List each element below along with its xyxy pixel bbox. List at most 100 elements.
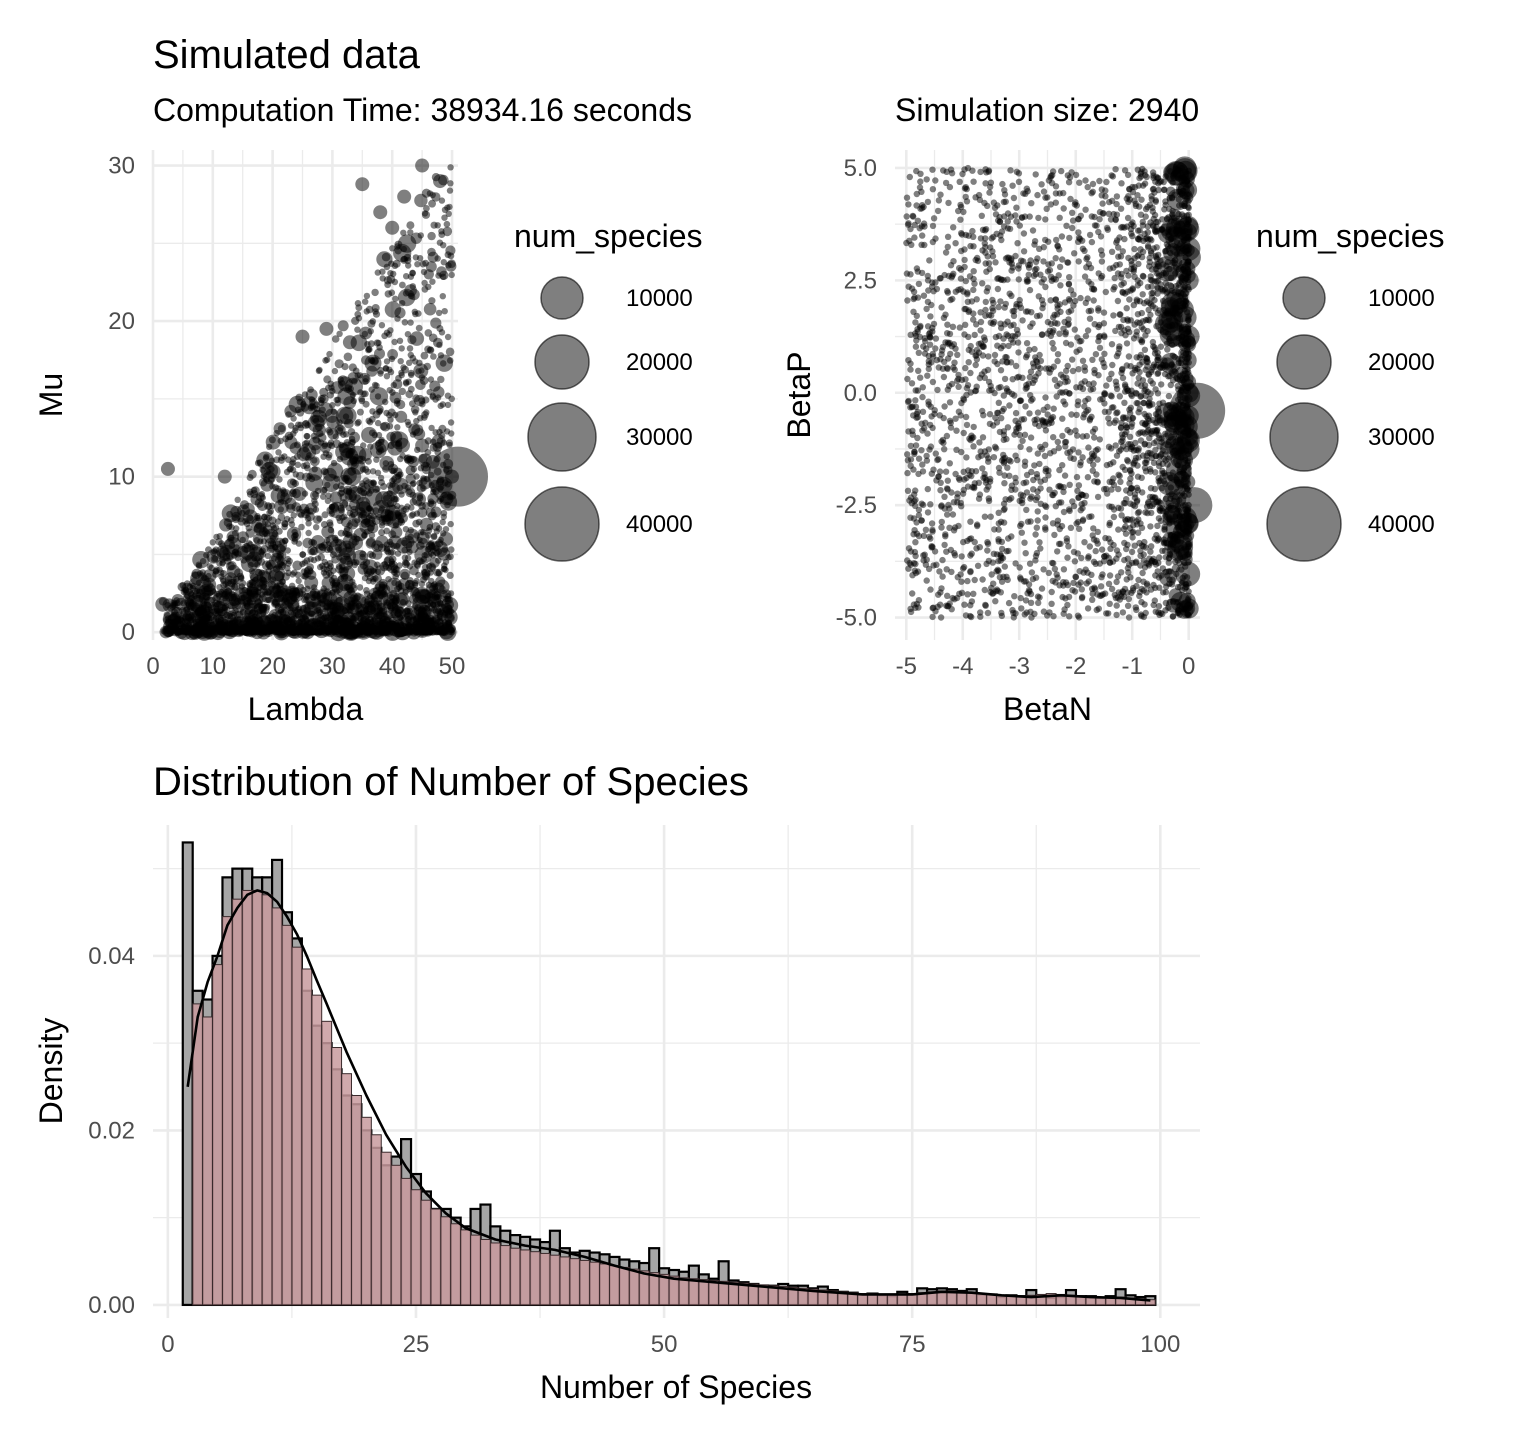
data-point	[268, 436, 276, 444]
data-point	[409, 269, 416, 276]
data-point	[909, 212, 916, 220]
data-point	[400, 571, 409, 580]
data-point	[390, 526, 403, 539]
data-point	[1109, 361, 1116, 369]
data-point	[917, 374, 924, 381]
data-point	[907, 548, 915, 555]
data-point	[961, 601, 968, 608]
y-tick-label: 10	[108, 464, 135, 491]
data-point	[1113, 211, 1121, 218]
data-point	[316, 366, 323, 374]
data-point	[372, 310, 381, 318]
data-point	[973, 356, 981, 363]
data-point	[296, 398, 304, 405]
data-point	[1085, 444, 1092, 451]
data-point	[956, 324, 963, 331]
data-point	[988, 312, 995, 319]
data-point	[408, 504, 415, 511]
data-point	[334, 400, 341, 407]
data-point	[210, 589, 217, 596]
data-point	[932, 450, 939, 457]
data-point	[372, 507, 380, 515]
data-point	[226, 612, 234, 620]
data-point	[310, 556, 318, 564]
data-point	[992, 598, 999, 605]
data-point	[1135, 409, 1142, 416]
data-point	[1106, 198, 1113, 206]
data-point	[237, 546, 249, 558]
data-point	[404, 554, 412, 562]
data-point	[1040, 566, 1047, 573]
data-point	[394, 611, 401, 618]
data-point	[1042, 465, 1050, 472]
data-point	[1018, 214, 1026, 221]
data-point	[944, 486, 951, 493]
data-point	[974, 522, 981, 530]
data-point	[1131, 183, 1139, 191]
data-point	[1142, 205, 1150, 213]
data-point	[279, 539, 286, 546]
data-point	[912, 397, 919, 404]
data-point	[422, 259, 429, 267]
legend-key-circle	[540, 276, 584, 320]
data-point	[290, 415, 297, 422]
data-point	[283, 515, 291, 523]
data-point	[196, 562, 203, 570]
point-layer	[903, 156, 1226, 621]
data-point	[1123, 487, 1130, 494]
data-point	[382, 460, 389, 467]
data-point	[912, 552, 919, 560]
data-point	[321, 511, 329, 519]
data-point	[919, 461, 926, 468]
data-point	[404, 331, 412, 338]
data-point	[351, 561, 359, 569]
data-point	[909, 590, 916, 597]
data-point	[1086, 315, 1094, 322]
data-point	[224, 620, 231, 627]
data-point	[1093, 606, 1101, 614]
data-point	[366, 346, 373, 353]
data-point	[927, 501, 934, 508]
data-point	[270, 621, 280, 631]
data-point	[979, 280, 986, 287]
data-point	[389, 467, 396, 475]
data-point	[246, 623, 254, 631]
data-point	[1098, 186, 1106, 193]
data-point	[388, 289, 396, 297]
data-point	[1107, 545, 1114, 552]
data-point	[1076, 525, 1083, 532]
data-point	[378, 479, 385, 486]
data-point	[438, 329, 446, 336]
data-point	[1113, 578, 1120, 586]
data-point	[384, 545, 391, 552]
data-point	[250, 490, 259, 499]
data-point	[373, 339, 381, 347]
data-point	[247, 586, 258, 598]
data-point	[1029, 227, 1037, 234]
data-point	[1048, 600, 1055, 607]
data-point	[254, 561, 261, 568]
data-point	[311, 590, 322, 601]
data-point	[1110, 312, 1117, 319]
data-point	[429, 392, 436, 399]
data-point	[427, 594, 442, 609]
data-point	[970, 590, 977, 597]
data-point	[941, 403, 948, 410]
legend-key-circle	[534, 334, 590, 390]
data-point	[362, 298, 369, 305]
y-tick-label: 0	[122, 619, 135, 646]
data-point	[1027, 434, 1035, 441]
data-point	[416, 255, 424, 262]
data-point	[987, 513, 994, 520]
data-point	[1054, 517, 1062, 524]
data-point	[309, 456, 320, 467]
data-point	[321, 627, 329, 634]
data-point	[304, 515, 312, 522]
data-point	[995, 384, 1002, 391]
data-point	[197, 606, 204, 613]
data-point	[445, 347, 455, 357]
data-point	[1042, 524, 1049, 531]
data-point	[258, 478, 268, 487]
data-point	[1046, 266, 1054, 274]
data-point	[1060, 398, 1067, 405]
